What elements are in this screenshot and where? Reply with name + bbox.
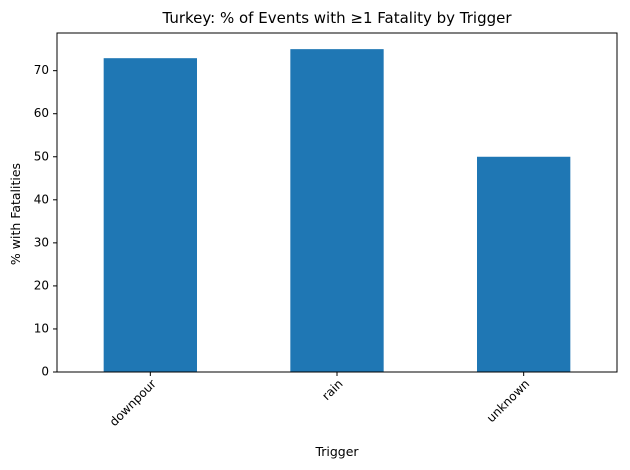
x-axis: downpour rain unknown [107,372,532,429]
x-tick-label-rain: rain [319,377,345,403]
y-axis: 0 10 20 30 40 50 60 70 [34,63,57,379]
x-tick-label-unknown: unknown [484,377,532,425]
y-tick-label-0: 0 [41,365,49,379]
y-tick-label-50: 50 [34,149,49,163]
y-axis-label: % with Fatalities [8,163,23,265]
plot-frame [56,32,618,373]
y-tick-label-10: 10 [34,321,49,335]
bar-downpour [103,58,197,372]
bars-group [103,49,571,373]
y-tick-label-70: 70 [34,63,49,77]
bar-rain [290,49,384,373]
x-axis-label: Trigger [314,444,359,459]
y-tick-label-30: 30 [34,235,49,249]
chart-title: Turkey: % of Events with ≥1 Fatality by … [161,9,512,27]
x-tick-label-downpour: downpour [107,377,159,429]
y-tick-label-40: 40 [34,192,49,206]
y-tick-label-60: 60 [34,106,49,120]
y-tick-label-20: 20 [34,278,49,292]
bar-unknown [477,156,571,372]
